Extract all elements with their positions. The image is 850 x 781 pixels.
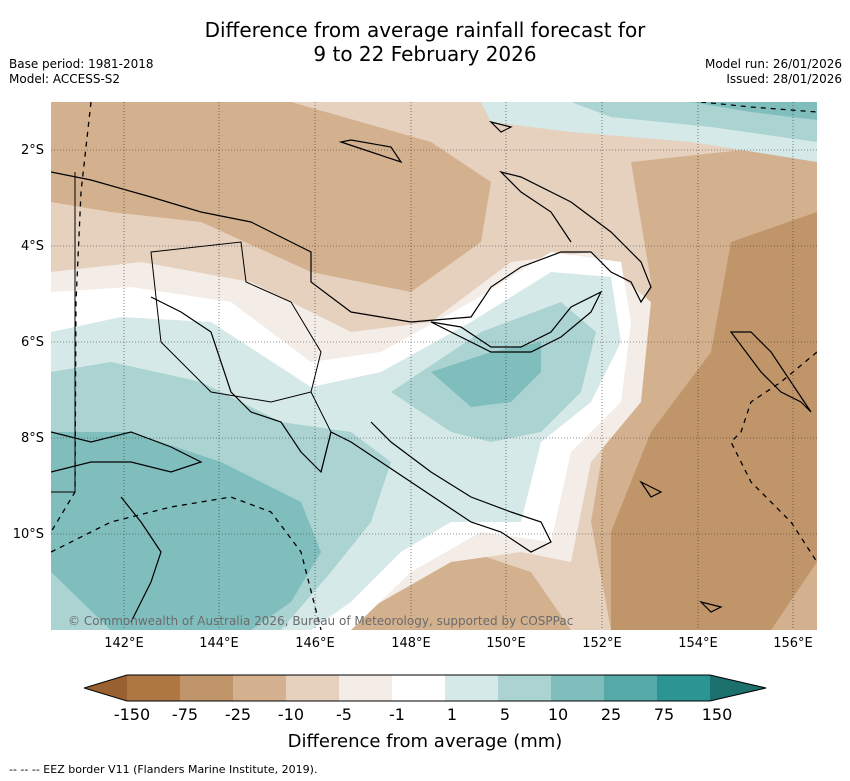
issued-date: Issued: 28/01/2026 bbox=[726, 72, 842, 86]
zone-wetter bbox=[51, 432, 321, 630]
cb-neg25-neg10 bbox=[233, 675, 286, 701]
eez-legend: -- -- -- EEZ border V11 (Flanders Marine… bbox=[9, 763, 318, 776]
lon-tick-150e: 150°E bbox=[486, 636, 526, 651]
cb-label: 75 bbox=[653, 705, 675, 724]
cb-lt-neg150 bbox=[84, 675, 127, 701]
cb-p1-5 bbox=[445, 675, 498, 701]
lon-tick-146e: 146°E bbox=[295, 636, 335, 651]
cb-neg5-neg1 bbox=[339, 675, 392, 701]
lon-tick-154e: 154°E bbox=[678, 636, 718, 651]
colorbar bbox=[84, 674, 767, 702]
cb-label: 5 bbox=[499, 705, 511, 724]
zone-wet-ne-3 bbox=[691, 102, 817, 120]
cb-neg75-neg25 bbox=[180, 675, 233, 701]
run-info: Model run: 26/01/2026 Issued: 28/01/2026 bbox=[705, 57, 842, 87]
cb-label: 150 bbox=[701, 705, 733, 724]
model-name: Model: ACCESS-S2 bbox=[9, 72, 121, 86]
cb-label: -150 bbox=[113, 705, 151, 724]
eez-borders bbox=[51, 102, 817, 630]
base-period: Base period: 1981-2018 bbox=[9, 57, 154, 71]
cb-neg1-1 bbox=[392, 675, 445, 701]
rainfall-map bbox=[51, 102, 817, 630]
lat-tick-4s: 4°S bbox=[20, 239, 44, 254]
lon-tick-142e: 142°E bbox=[104, 636, 144, 651]
cb-neg150-neg75 bbox=[127, 675, 180, 701]
colorbar-title: Difference from average (mm) bbox=[287, 731, 563, 752]
cb-label: -10 bbox=[277, 705, 305, 724]
lat-tick-6s: 6°S bbox=[20, 335, 44, 350]
cb-label: 25 bbox=[600, 705, 622, 724]
lon-tick-144e: 144°E bbox=[199, 636, 239, 651]
zone-wetter-east bbox=[431, 342, 541, 407]
model-run-date: Model run: 26/01/2026 bbox=[704, 57, 842, 71]
cb-label: -25 bbox=[224, 705, 252, 724]
cb-label: 10 bbox=[547, 705, 569, 724]
cb-neg10-neg5 bbox=[286, 675, 339, 701]
cb-label: -1 bbox=[389, 705, 405, 724]
zone-sc-dry bbox=[351, 552, 571, 630]
title-line-2: 9 to 22 February 2026 bbox=[313, 42, 537, 66]
lat-tick-8s: 8°S bbox=[20, 431, 44, 446]
model-info: Base period: 1981-2018 Model: ACCESS-S2 bbox=[9, 57, 154, 87]
cb-outline bbox=[84, 674, 767, 702]
copyright-notice: © Commonwealth of Australia 2026, Bureau… bbox=[68, 614, 574, 628]
lon-tick-156e: 156°E bbox=[773, 636, 813, 651]
cb-p75-150 bbox=[657, 675, 710, 701]
zone-nw-dry bbox=[51, 102, 491, 292]
graticule bbox=[51, 102, 817, 630]
zone-se-drier bbox=[611, 212, 817, 630]
cb-p25-75 bbox=[604, 675, 657, 701]
cb-p5-10 bbox=[498, 675, 551, 701]
chart-title: Difference from average rainfall forecas… bbox=[0, 18, 850, 66]
lat-tick-2s: 2°S bbox=[20, 143, 44, 158]
cb-label: -5 bbox=[336, 705, 352, 724]
lat-tick-10s: 10°S bbox=[12, 527, 44, 542]
lon-tick-152e: 152°E bbox=[582, 636, 622, 651]
cb-label: 1 bbox=[446, 705, 458, 724]
coastlines bbox=[51, 120, 812, 623]
lon-tick-148e: 148°E bbox=[391, 636, 431, 651]
cb-label: -75 bbox=[171, 705, 199, 724]
cb-p10-25 bbox=[551, 675, 604, 701]
title-line-1: Difference from average rainfall forecas… bbox=[204, 18, 646, 42]
cb-gt150 bbox=[710, 675, 766, 701]
